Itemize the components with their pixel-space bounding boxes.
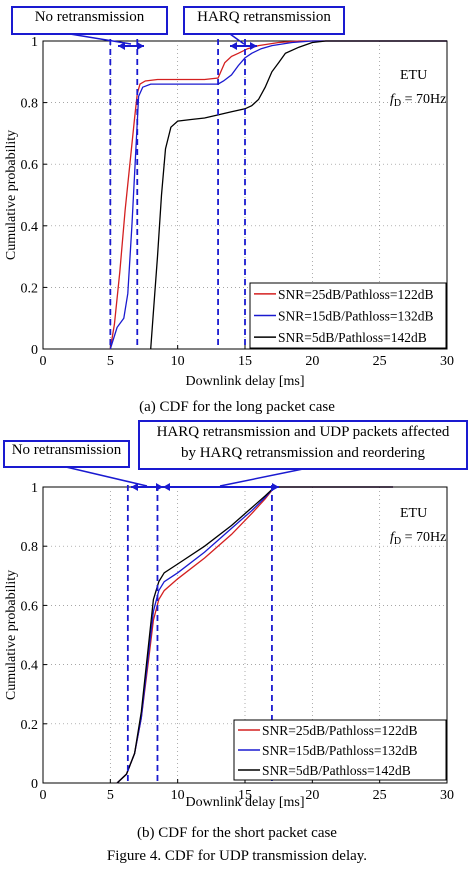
chart2-legend-label-1: SNR=25dB/Pathloss=122dB <box>262 723 418 738</box>
chart1-y-tick-label: 0 <box>31 343 38 358</box>
chart2-arrow-head-left <box>163 483 170 491</box>
chart2-x-tick-label: 30 <box>440 788 454 803</box>
chart1-legend-box <box>249 282 447 349</box>
figure-caption: Figure 4. CDF for UDP transmission delay… <box>106 848 368 864</box>
chart1-annotation-doppler: fD = 70Hz <box>390 92 446 109</box>
chart2-y-tick-label: 0 <box>31 777 38 792</box>
chart1-arrow-head-right <box>137 42 144 50</box>
chart2-legend-label-3: SNR=5dB/Pathloss=142dB <box>262 763 411 778</box>
chart2-callout-connector <box>219 468 304 487</box>
chart2-series-line-3 <box>116 486 394 784</box>
chart2-x-tick-label: 20 <box>305 788 319 803</box>
chart2-callout-connector <box>65 466 148 487</box>
chart1-legend-label-1: SNR=25dB/Pathloss=122dB <box>278 287 434 302</box>
chart1-y-tick-label: 0.6 <box>21 158 39 173</box>
chart1-annotation-etu: ETU <box>400 68 427 83</box>
chart1-x-axis-label: Downlink delay [ms] <box>186 374 305 389</box>
chart2-y-tick-label: 0.8 <box>21 540 39 555</box>
chart1-arrow-head-left <box>230 42 237 50</box>
chart1-x-tick-label: 15 <box>238 354 252 369</box>
chart1-x-tick-label: 30 <box>440 354 454 369</box>
chart2-y-tick-label: 0.4 <box>21 659 39 674</box>
chart1-arrow-head-left <box>118 42 125 50</box>
chart1-y-axis-label: Cumulative probability <box>4 130 19 260</box>
caption-a: (a) CDF for the long packet case <box>139 399 335 415</box>
chart2-callout-text-2b: by HARQ retransmission and reordering <box>181 445 426 461</box>
chart1-arrow-head-right <box>250 42 257 50</box>
chart1-x-tick-label: 25 <box>373 354 387 369</box>
chart2-legend-box <box>233 719 447 781</box>
chart1-callout-text-2: HARQ retransmission <box>197 9 331 25</box>
chart1-legend-label-2: SNR=15dB/Pathloss=132dB <box>278 309 434 324</box>
chart2-x-axis-label: Downlink delay [ms] <box>186 795 305 810</box>
chart1-y-tick-label: 1 <box>31 35 38 50</box>
chart2-y-axis-label: Cumulative probability <box>4 570 19 700</box>
chart2-x-tick-label: 0 <box>40 788 47 803</box>
chart1-x-tick-label: 20 <box>305 354 319 369</box>
chart1-y-tick-label: 0.2 <box>21 281 39 296</box>
chart2-callout-box-1 <box>3 440 130 468</box>
chart2-arrow-head-right <box>156 483 163 491</box>
chart2-callout-text-1: No retransmission <box>12 442 122 458</box>
chart1-x-tick-label: 5 <box>107 354 114 369</box>
chart2-callout-box-2 <box>138 420 468 470</box>
chart2-x-tick-label: 15 <box>238 788 252 803</box>
chart1-y-tick-label: 0.8 <box>21 97 39 112</box>
chart2-arrow-head-right <box>272 483 279 491</box>
chart1-callout-text-1: No retransmission <box>35 9 145 25</box>
chart1-callout-connector <box>229 33 245 45</box>
chart2-y-tick-label: 0.2 <box>21 718 39 733</box>
chart2-annotation-doppler: fD = 70Hz <box>390 530 446 547</box>
chart2-x-tick-label: 25 <box>373 788 387 803</box>
caption-b: (b) CDF for the short packet case <box>137 825 337 841</box>
chart1-x-tick-label: 10 <box>171 354 185 369</box>
chart1-x-tick-label: 0 <box>40 354 47 369</box>
chart1-series-line-1 <box>109 40 447 350</box>
chart2-y-tick-label: 1 <box>31 481 38 496</box>
chart1-series-line-3 <box>150 40 447 350</box>
chart2-legend-label-2: SNR=15dB/Pathloss=132dB <box>262 743 418 758</box>
chart1-callout-connector <box>69 33 132 45</box>
chart1-y-tick-label: 0.4 <box>21 220 39 235</box>
chart2-annotation-etu: ETU <box>400 506 427 521</box>
chart1-callout-box-1 <box>11 6 168 35</box>
chart1-callout-box-2 <box>183 6 345 35</box>
chart2-y-tick-label: 0.6 <box>21 599 39 614</box>
chart2-x-tick-label: 5 <box>107 788 114 803</box>
chart1-legend-label-3: SNR=5dB/Pathloss=142dB <box>278 330 427 345</box>
chart2-x-tick-label: 10 <box>171 788 185 803</box>
chart2-callout-text-2: HARQ retransmission and UDP packets affe… <box>157 424 450 440</box>
chart1-series-line-2 <box>109 40 447 350</box>
chart2-arrow-head-left <box>131 483 138 491</box>
